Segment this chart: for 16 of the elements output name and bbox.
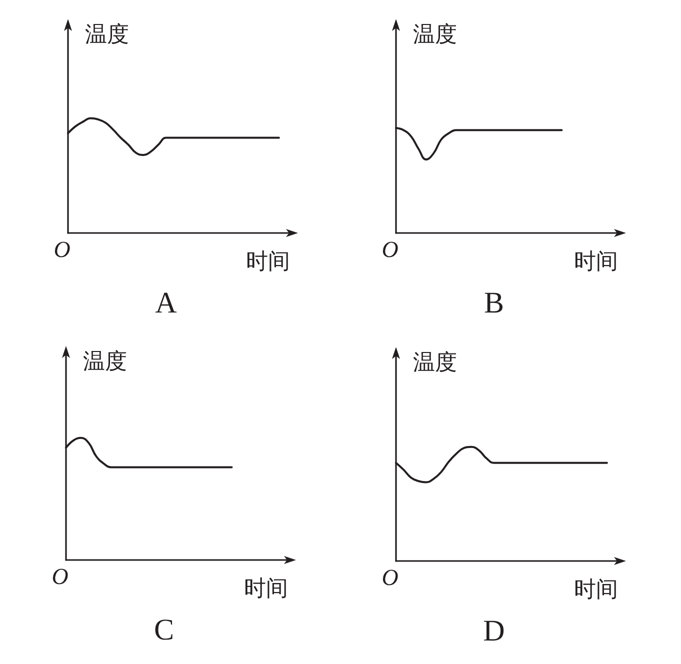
x-axis-title: 时间 (574, 578, 618, 602)
text: O (54, 237, 71, 262)
text: A (155, 286, 178, 320)
x-axis-title: 时间 (246, 250, 290, 274)
text: O (382, 237, 399, 262)
text: O (52, 564, 69, 589)
text: D (483, 614, 505, 648)
y-axis-title: 温度 (85, 22, 129, 48)
y-axis-title: 温度 (413, 22, 457, 48)
x-axis-title: 时间 (574, 250, 618, 274)
text: O (382, 565, 399, 590)
y-axis-title: 温度 (83, 350, 127, 374)
y-axis-title: 温度 (413, 350, 457, 376)
x-axis-title: 时间 (244, 576, 288, 602)
text: C (154, 614, 174, 646)
text: B (484, 286, 504, 320)
